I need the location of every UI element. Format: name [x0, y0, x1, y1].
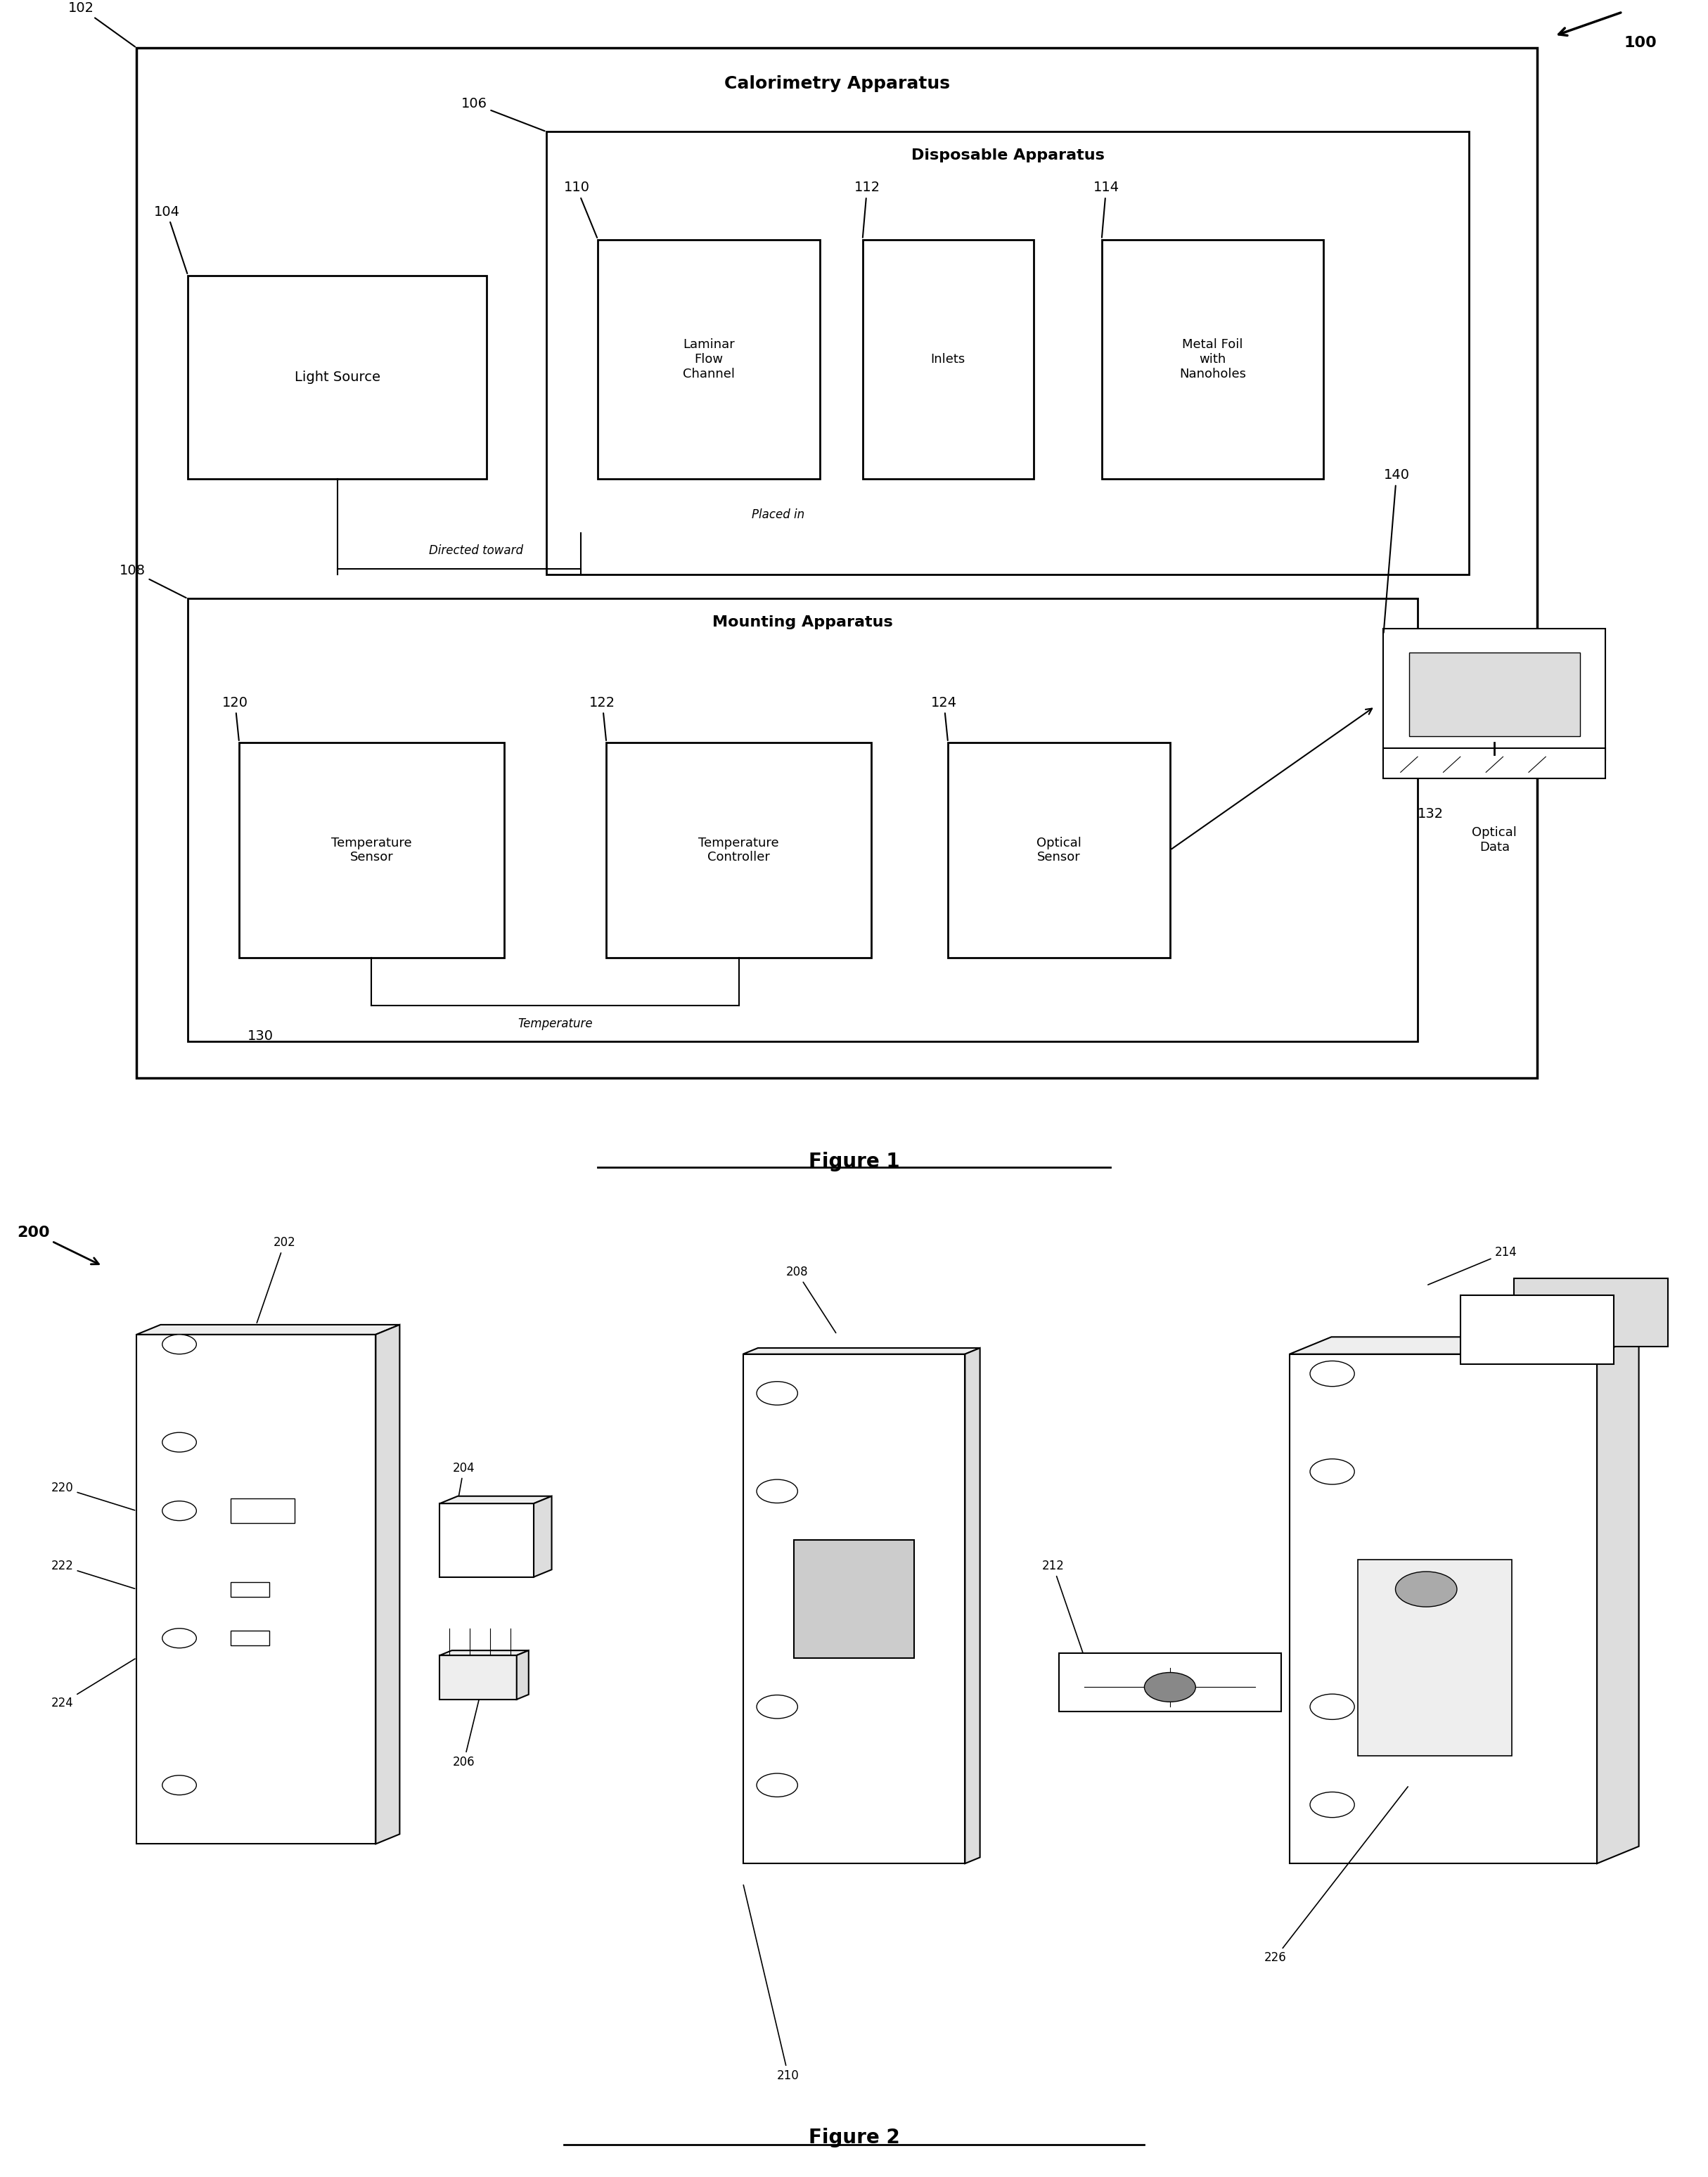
Text: 102: 102	[68, 2, 135, 46]
Text: Calorimetry Apparatus: Calorimetry Apparatus	[724, 76, 950, 91]
Text: 112: 112	[854, 181, 880, 237]
Text: 110: 110	[564, 181, 598, 237]
Polygon shape	[439, 1655, 516, 1700]
Text: 100: 100	[1624, 35, 1657, 50]
Text: 224: 224	[51, 1659, 135, 1709]
FancyBboxPatch shape	[794, 1541, 914, 1659]
Circle shape	[162, 1432, 196, 1452]
Text: Directed toward: Directed toward	[429, 544, 523, 557]
Text: Placed in: Placed in	[752, 507, 804, 520]
Text: Optical
Sensor: Optical Sensor	[1037, 836, 1081, 864]
FancyBboxPatch shape	[188, 599, 1418, 1041]
Text: Temperature: Temperature	[518, 1017, 593, 1030]
FancyBboxPatch shape	[863, 239, 1033, 479]
FancyBboxPatch shape	[606, 742, 871, 958]
Circle shape	[1395, 1572, 1457, 1607]
Text: Inlets: Inlets	[931, 353, 965, 366]
Polygon shape	[1597, 1337, 1638, 1864]
FancyBboxPatch shape	[137, 48, 1537, 1078]
Polygon shape	[439, 1504, 533, 1576]
Text: Temperature
Controller: Temperature Controller	[699, 836, 779, 864]
Text: 122: 122	[589, 697, 615, 740]
FancyBboxPatch shape	[1409, 653, 1580, 736]
Text: Optical
Data: Optical Data	[1472, 825, 1517, 853]
FancyBboxPatch shape	[231, 1583, 270, 1596]
Text: Figure 2: Figure 2	[808, 2127, 900, 2149]
FancyBboxPatch shape	[231, 1631, 270, 1646]
Text: 140: 140	[1383, 468, 1409, 634]
FancyBboxPatch shape	[1059, 1652, 1281, 1711]
Circle shape	[757, 1774, 798, 1796]
FancyBboxPatch shape	[1383, 749, 1606, 779]
FancyBboxPatch shape	[231, 1498, 295, 1524]
FancyBboxPatch shape	[948, 742, 1170, 958]
FancyBboxPatch shape	[598, 239, 820, 479]
FancyBboxPatch shape	[1102, 239, 1324, 479]
Circle shape	[757, 1382, 798, 1404]
Text: 106: 106	[461, 98, 545, 131]
Polygon shape	[743, 1348, 980, 1354]
Circle shape	[757, 1480, 798, 1502]
Text: 120: 120	[222, 697, 248, 740]
Text: 206: 206	[453, 1670, 487, 1768]
Polygon shape	[137, 1324, 400, 1335]
Text: Temperature
Sensor: Temperature Sensor	[331, 836, 412, 864]
Text: 108: 108	[120, 564, 186, 599]
Polygon shape	[376, 1324, 400, 1844]
Polygon shape	[439, 1650, 529, 1655]
Text: 114: 114	[1093, 181, 1119, 237]
FancyBboxPatch shape	[1515, 1278, 1667, 1348]
Polygon shape	[965, 1348, 980, 1864]
Text: Figure 1: Figure 1	[808, 1152, 900, 1171]
Text: 212: 212	[1042, 1559, 1085, 1657]
Text: 132: 132	[1418, 808, 1443, 821]
Polygon shape	[1290, 1354, 1597, 1864]
Text: 124: 124	[931, 697, 956, 740]
Polygon shape	[1290, 1337, 1638, 1354]
FancyBboxPatch shape	[547, 131, 1469, 575]
Text: 210: 210	[743, 1885, 799, 2081]
Circle shape	[162, 1774, 196, 1794]
Text: 214: 214	[1428, 1245, 1517, 1284]
Circle shape	[757, 1696, 798, 1718]
Circle shape	[162, 1628, 196, 1648]
Text: Light Source: Light Source	[294, 370, 381, 383]
Polygon shape	[533, 1496, 552, 1576]
Text: 220: 220	[51, 1480, 135, 1511]
Polygon shape	[439, 1496, 552, 1504]
Circle shape	[162, 1335, 196, 1354]
Circle shape	[162, 1502, 196, 1520]
Text: 130: 130	[248, 1030, 273, 1043]
Text: 200: 200	[17, 1226, 99, 1265]
Text: Mounting Apparatus: Mounting Apparatus	[712, 616, 893, 629]
Circle shape	[1310, 1694, 1354, 1720]
FancyBboxPatch shape	[1358, 1559, 1512, 1755]
Polygon shape	[743, 1354, 965, 1864]
Circle shape	[1144, 1672, 1196, 1702]
Circle shape	[1310, 1361, 1354, 1387]
Text: 222: 222	[51, 1559, 135, 1589]
Circle shape	[1310, 1792, 1354, 1818]
FancyBboxPatch shape	[239, 742, 504, 958]
FancyBboxPatch shape	[188, 276, 487, 479]
Text: 202: 202	[256, 1237, 295, 1324]
Text: 208: 208	[786, 1265, 835, 1332]
Text: Laminar
Flow
Channel: Laminar Flow Channel	[683, 337, 734, 381]
FancyBboxPatch shape	[1383, 629, 1606, 760]
Polygon shape	[516, 1650, 529, 1700]
Polygon shape	[137, 1335, 376, 1844]
Text: 104: 104	[154, 205, 188, 274]
Text: 204: 204	[453, 1461, 475, 1528]
Text: Disposable Apparatus: Disposable Apparatus	[910, 148, 1105, 163]
Circle shape	[1310, 1459, 1354, 1485]
FancyBboxPatch shape	[1460, 1295, 1614, 1363]
Text: 226: 226	[1264, 1787, 1407, 1964]
Text: Metal Foil
with
Nanoholes: Metal Foil with Nanoholes	[1179, 337, 1247, 381]
